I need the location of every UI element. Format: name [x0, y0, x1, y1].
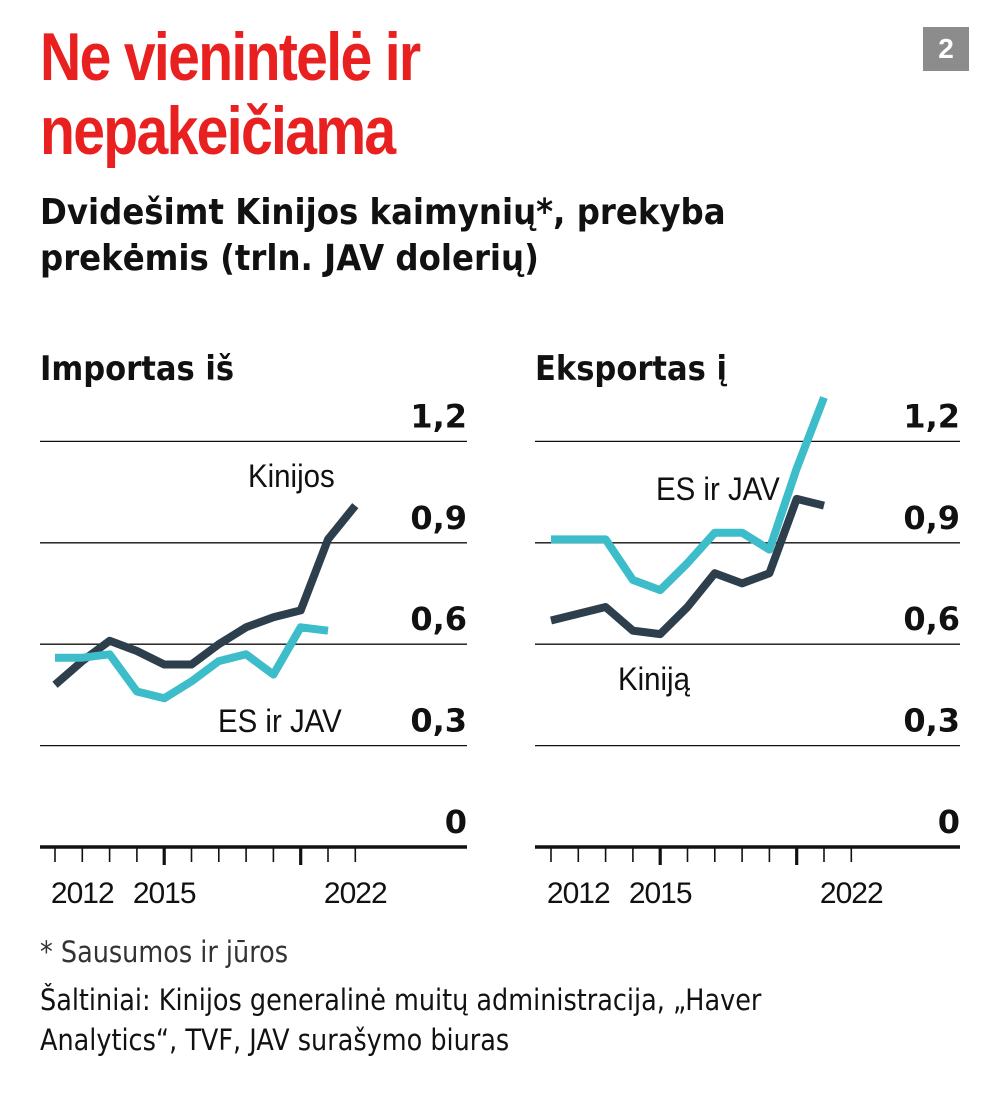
export-series-line-0 — [551, 396, 828, 595]
export-y-tick-label: 0,9 — [903, 499, 960, 537]
chart-title-line1: Ne vienintelė ir — [40, 19, 421, 95]
sources: Šaltiniai: Kinijos generalinė muitų admi… — [40, 980, 761, 1060]
import-series-line-1 — [55, 623, 329, 703]
export-x-tick-label: 2015 — [629, 877, 692, 910]
export-panel-title: Eksportas į — [535, 348, 728, 388]
export-series-label-1: Kiniją — [618, 661, 691, 697]
export-y-tick-label: 0,6 — [903, 600, 960, 638]
export-y-tick-label: 1,2 — [903, 397, 960, 435]
page-number-badge: 2 — [923, 27, 969, 71]
chart-title-line2: nepakeičiama — [40, 93, 396, 169]
export-y-tick-label: 0,3 — [903, 702, 960, 740]
import-panel-title: Importas iš — [40, 348, 234, 388]
chart-title: Ne vienintelė ir nepakeičiama — [40, 20, 628, 168]
import-y-tick-label: 0,6 — [410, 600, 467, 638]
sources-line2: Analytics“, TVF, JAV surašymo biuras — [40, 1023, 510, 1057]
import-series-line-0 — [52, 503, 359, 688]
import-y-tick-label: 1,2 — [410, 397, 467, 435]
import-y-tick-label: 0,9 — [410, 499, 467, 537]
chart-subtitle-line2: prekėmis (trln. JAV dolerių) — [40, 238, 539, 279]
export-y-tick-label: 0 — [938, 803, 960, 841]
export-x-tick-label: 2022 — [820, 877, 883, 910]
chart-subtitle: Dvidešimt Kinijos kaimynių*, prekyba pre… — [40, 190, 726, 282]
export-series-label-0: ES ir JAV — [656, 471, 780, 507]
export-series-line-1 — [550, 494, 825, 639]
import-x-tick-label: 2012 — [51, 877, 114, 910]
import-x-tick-label: 2015 — [133, 877, 196, 910]
import-series-label-0: Kinijos — [248, 458, 335, 494]
export-x-tick-label: 2012 — [547, 877, 610, 910]
import-series-label-1: ES ir JAV — [218, 703, 342, 739]
footnote: * Sausumos ir jūros — [40, 935, 289, 969]
chart-subtitle-line1: Dvidešimt Kinijos kaimynių*, prekyba — [40, 192, 726, 233]
sources-line1: Šaltiniai: Kinijos generalinė muitų admi… — [40, 983, 762, 1017]
import-y-tick-label: 0 — [445, 803, 467, 841]
import-x-tick-label: 2022 — [324, 877, 387, 910]
import-y-tick-label: 0,3 — [410, 702, 467, 740]
